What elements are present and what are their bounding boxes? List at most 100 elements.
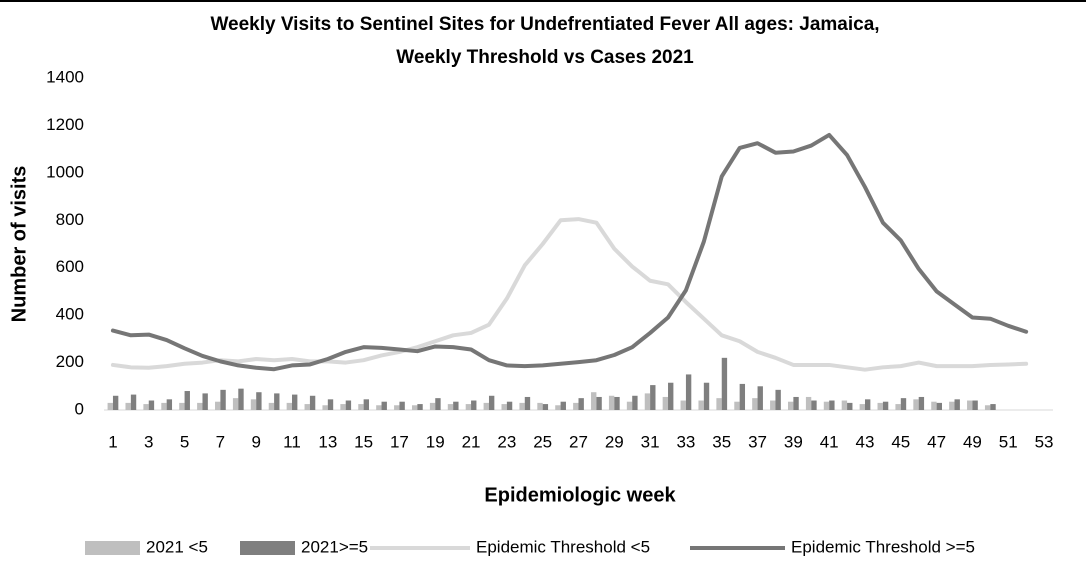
bar (256, 392, 262, 410)
bar (268, 402, 275, 410)
x-tick-label: 35 (712, 432, 731, 451)
bar (363, 399, 370, 410)
x-tick-label: 41 (820, 432, 839, 451)
bar (399, 401, 405, 410)
bar (125, 402, 131, 410)
x-tick-label: 21 (462, 432, 481, 451)
bar (936, 402, 942, 410)
bar (787, 401, 794, 410)
y-tick-label: 400 (56, 305, 84, 324)
bar (542, 404, 549, 410)
bar (107, 402, 113, 410)
bar (488, 395, 495, 410)
bar (435, 398, 441, 410)
bar (913, 399, 919, 410)
bar (608, 395, 615, 410)
bar (573, 402, 579, 410)
bar (112, 395, 119, 410)
bar (967, 400, 973, 410)
bar (734, 401, 740, 410)
bar (537, 402, 543, 410)
bar (984, 405, 991, 410)
bar (823, 401, 830, 410)
x-tick-label: 31 (641, 432, 660, 451)
bar (322, 405, 328, 410)
bar (148, 400, 155, 410)
x-tick-label: 33 (676, 432, 695, 451)
bar (309, 395, 316, 410)
bar (202, 393, 208, 410)
bar (130, 394, 137, 410)
bar (471, 400, 477, 410)
x-tick-label: 17 (390, 432, 409, 451)
bar (793, 396, 799, 410)
legend-label: 2021>=5 (301, 537, 368, 556)
x-tick-label: 23 (497, 432, 516, 451)
bar (811, 400, 817, 410)
bar (805, 396, 812, 410)
x-tick-label: 45 (891, 432, 910, 451)
bar (685, 374, 692, 410)
x-tick-label: 25 (533, 432, 552, 451)
y-tick-label: 200 (56, 352, 84, 371)
legend-label: Epidemic Threshold <5 (476, 537, 650, 556)
bar (949, 401, 955, 410)
bar (381, 401, 387, 410)
bar (626, 401, 633, 410)
bar (292, 394, 298, 410)
bar (220, 389, 226, 410)
bar (250, 399, 257, 410)
bar (972, 400, 978, 410)
bar (394, 405, 400, 410)
legend-swatch (85, 541, 140, 555)
legend-swatch (240, 541, 295, 555)
bar (847, 402, 853, 410)
bar (644, 393, 651, 410)
bar (447, 404, 454, 410)
x-tick-label: 1 (108, 432, 117, 451)
chart-title: Weekly Visits to Sentinel Sites for Unde… (210, 14, 879, 35)
bar (895, 404, 901, 410)
bar (161, 402, 167, 410)
x-tick-label: 15 (354, 432, 373, 451)
bar (864, 399, 871, 410)
x-axis-title: Epidemiologic week (484, 484, 676, 506)
bar (417, 404, 423, 410)
bar (340, 404, 346, 410)
bar (698, 400, 704, 410)
bar (650, 385, 656, 410)
bar (345, 400, 352, 410)
bar (614, 396, 620, 410)
x-tick-label: 5 (180, 432, 189, 451)
bar (184, 391, 190, 410)
bar (501, 404, 507, 410)
bar (841, 400, 848, 410)
x-tick-label: 27 (569, 432, 588, 451)
bar (506, 401, 513, 410)
bar (900, 398, 907, 410)
bar (358, 404, 364, 410)
bar (680, 400, 686, 410)
x-tick-label: 7 (216, 432, 225, 451)
line (110, 217, 1029, 372)
bar (716, 398, 722, 410)
bar (376, 405, 382, 410)
x-tick-label: 37 (748, 432, 767, 451)
y-tick-label: 0 (75, 399, 84, 418)
x-tick-label: 39 (784, 432, 803, 451)
bar (752, 398, 758, 410)
x-tick-label: 9 (251, 432, 260, 451)
bar (990, 404, 996, 410)
y-axis-title: Number of visits (8, 166, 30, 323)
bar (829, 400, 835, 410)
bar (286, 402, 293, 410)
bar (668, 382, 674, 410)
bar (327, 399, 334, 410)
bar (578, 398, 584, 410)
bar (954, 399, 960, 410)
bar (232, 398, 239, 410)
x-tick-label: 53 (1035, 432, 1054, 451)
x-tick-label: 51 (999, 432, 1018, 451)
y-tick-label: 1400 (46, 67, 84, 86)
